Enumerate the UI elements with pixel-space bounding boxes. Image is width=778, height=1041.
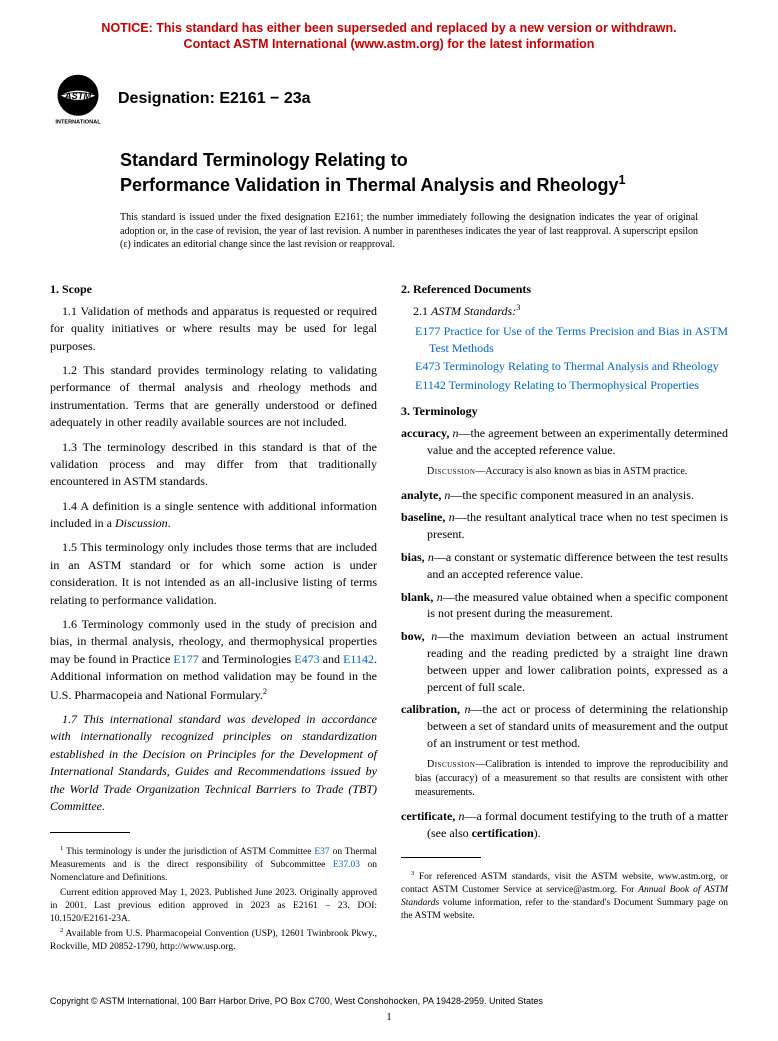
issue-note: This standard is issued under the fixed … bbox=[120, 211, 698, 252]
ref-e1142: E1142 Terminology Relating to Thermophys… bbox=[401, 377, 728, 394]
scope-1.7: 1.7 This international standard was deve… bbox=[50, 711, 377, 815]
title-footnote-ref: 1 bbox=[618, 173, 625, 187]
term-blank: blank, n—the measured value obtained whe… bbox=[401, 589, 728, 623]
header-row: ASTM INTERNATIONAL Designation: E2161 − … bbox=[50, 71, 728, 127]
link-ref-e1142[interactable]: E1142 bbox=[415, 378, 446, 392]
ref-e473: E473 Terminology Relating to Thermal Ana… bbox=[401, 358, 728, 375]
right-column: 2. Referenced Documents 2.1 ASTM Standar… bbox=[401, 276, 728, 956]
ref-e177: E177 Practice for Use of the Terms Preci… bbox=[401, 323, 728, 357]
scope-1.4: 1.4 A definition is a single sentence wi… bbox=[50, 498, 377, 533]
refdocs-sub: 2.1 ASTM Standards:3 bbox=[401, 303, 728, 319]
link-e37-03[interactable]: E37.03 bbox=[333, 860, 360, 870]
svg-text:INTERNATIONAL: INTERNATIONAL bbox=[55, 119, 101, 125]
term-bow: bow, n—the maximum deviation between an … bbox=[401, 628, 728, 695]
term-certificate: certificate, n—a formal document testify… bbox=[401, 808, 728, 842]
columns: 1. Scope 1.1 Validation of methods and a… bbox=[50, 276, 728, 956]
footnote-block-right: 3 For referenced ASTM standards, visit t… bbox=[401, 870, 728, 922]
supersede-notice: NOTICE: This standard has either been su… bbox=[50, 20, 728, 53]
link-ref-e177[interactable]: E177 bbox=[415, 324, 440, 338]
notice-line2: Contact ASTM International (www.astm.org… bbox=[184, 37, 595, 51]
scope-1.1: 1.1 Validation of methods and apparatus … bbox=[50, 303, 377, 355]
scope-1.2: 1.2 This standard provides terminology r… bbox=[50, 362, 377, 432]
page-number: 1 bbox=[0, 1011, 778, 1023]
scope-head: 1. Scope bbox=[50, 282, 377, 297]
link-e1142[interactable]: E1142 bbox=[343, 652, 374, 666]
link-e473[interactable]: E473 bbox=[294, 652, 319, 666]
term-baseline: baseline, n—the resultant analytical tra… bbox=[401, 509, 728, 543]
term-bias: bias, n—a constant or systematic differe… bbox=[401, 549, 728, 583]
footnote-rule bbox=[50, 832, 130, 833]
footnote-1: 1 This terminology is under the jurisdic… bbox=[50, 845, 377, 885]
link-e37[interactable]: E37 bbox=[314, 847, 329, 857]
title-line1: Standard Terminology Relating to bbox=[120, 150, 408, 170]
footnote-1-edition: Current edition approved May 1, 2023. Pu… bbox=[50, 887, 377, 925]
footnote-rule-right bbox=[401, 857, 481, 858]
refdocs-head: 2. Referenced Documents bbox=[401, 282, 728, 297]
title-block: Standard Terminology Relating to Perform… bbox=[120, 149, 728, 198]
footnote-block-left: 1 This terminology is under the jurisdic… bbox=[50, 845, 377, 954]
link-ref-e473[interactable]: E473 bbox=[415, 359, 440, 373]
title-line2: Performance Validation in Thermal Analys… bbox=[120, 175, 618, 195]
link-e177[interactable]: E177 bbox=[173, 652, 198, 666]
discussion-accuracy: Discussion—Accuracy is also known as bia… bbox=[401, 465, 728, 479]
scope-1.3: 1.3 The terminology described in this st… bbox=[50, 439, 377, 491]
footnote-3: 3 For referenced ASTM standards, visit t… bbox=[401, 870, 728, 922]
title: Standard Terminology Relating to Perform… bbox=[120, 149, 728, 198]
notice-line1: NOTICE: This standard has either been su… bbox=[101, 21, 676, 35]
term-analyte: analyte, n—the specific component measur… bbox=[401, 487, 728, 504]
discussion-calibration: Discussion—Calibration is intended to im… bbox=[401, 758, 728, 800]
scope-1.5: 1.5 This terminology only includes those… bbox=[50, 539, 377, 609]
left-column: 1. Scope 1.1 Validation of methods and a… bbox=[50, 276, 377, 956]
footnote-2: 2 Available from U.S. Pharmacopeial Conv… bbox=[50, 927, 377, 954]
astm-logo: ASTM INTERNATIONAL bbox=[50, 71, 106, 127]
scope-1.6: 1.6 Terminology commonly used in the stu… bbox=[50, 616, 377, 704]
terminology-head: 3. Terminology bbox=[401, 404, 728, 419]
designation: Designation: E2161 − 23a bbox=[118, 90, 311, 108]
copyright: Copyright © ASTM International, 100 Barr… bbox=[50, 996, 543, 1006]
term-calibration: calibration, n—the act or process of det… bbox=[401, 701, 728, 751]
svg-text:ASTM: ASTM bbox=[64, 91, 92, 101]
term-accuracy: accuracy, n—the agreement between an exp… bbox=[401, 425, 728, 459]
